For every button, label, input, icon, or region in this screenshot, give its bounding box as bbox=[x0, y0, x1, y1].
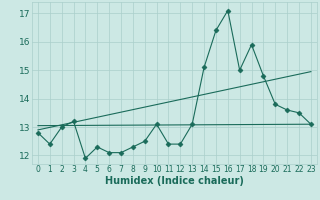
X-axis label: Humidex (Indice chaleur): Humidex (Indice chaleur) bbox=[105, 176, 244, 186]
